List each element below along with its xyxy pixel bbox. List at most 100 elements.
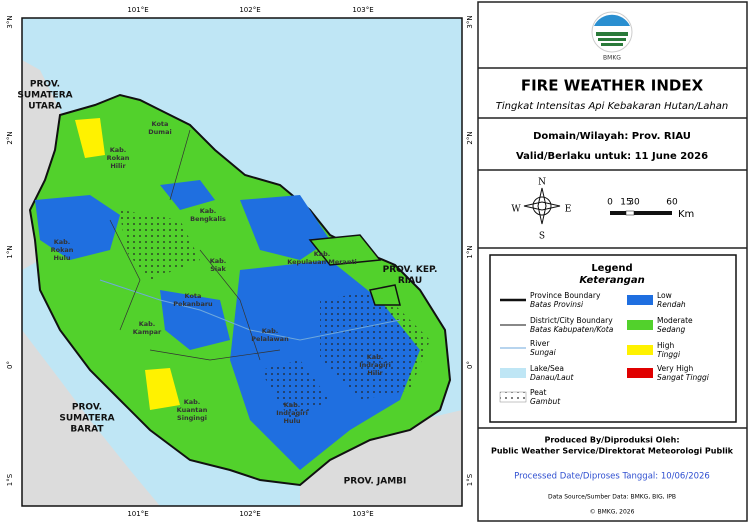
lon-label: 102°E <box>239 510 260 518</box>
district-label: Kab. <box>284 401 301 409</box>
compass-w: W <box>511 205 521 215</box>
legend-label: Moderate <box>657 316 693 325</box>
province-label: PROV. JAMBI <box>344 477 407 487</box>
scale-label: 30 <box>628 198 640 208</box>
scale-label: 0 <box>607 198 613 208</box>
lat-label: 1°S <box>6 473 14 486</box>
low-area <box>160 290 230 350</box>
province-label: PROV. <box>30 80 60 90</box>
compass-s: S <box>539 232 545 242</box>
scale-label: 15 <box>620 198 631 208</box>
symbol-lake <box>500 368 526 378</box>
district-label: Kab. <box>367 353 384 361</box>
legend-title: Legend <box>591 263 632 274</box>
legend-label: Very High <box>657 364 694 373</box>
panel-frame <box>477 1 748 522</box>
legend-swatch <box>627 320 653 330</box>
logo-text: BMKG <box>603 55 621 62</box>
district-label: Kab. <box>314 250 331 258</box>
legend-sublabel: Sangat Tinggi <box>657 373 710 382</box>
low-area <box>240 195 330 260</box>
legend-swatch <box>627 345 653 355</box>
produced-by: Produced By/Diproduksi Oleh: <box>544 436 679 445</box>
lat-label: 2°N <box>466 131 474 144</box>
info-panel: BMKG FIRE WEATHER INDEX Tingkat Intensit… <box>477 1 748 522</box>
peat-area <box>260 360 330 420</box>
legend-sublabel: Rendah <box>657 300 686 309</box>
district-label: Pelalawan <box>251 335 289 343</box>
legend-label: Province Boundary <box>530 291 601 300</box>
lon-label: 103°E <box>352 510 373 518</box>
district-label: Kab. <box>110 146 127 154</box>
district-label: Indragiri <box>359 361 391 369</box>
legend-label: District/City Boundary <box>530 316 613 325</box>
district-label: Kab. <box>200 207 217 215</box>
district-label: Bengkalis <box>190 215 226 223</box>
lon-label: 103°E <box>352 6 373 14</box>
district-label: Kota <box>152 120 169 128</box>
lat-label: 1°N <box>466 245 474 258</box>
peat-area <box>320 290 430 400</box>
province-label: UTARA <box>28 102 62 112</box>
legend-sublabel: Tinggi <box>657 350 681 359</box>
compass-n: N <box>538 178 546 188</box>
legend-swatch <box>627 295 653 305</box>
district-label: Dumai <box>148 128 171 136</box>
district-label: Rokan <box>51 246 74 254</box>
district-label: Kab. <box>54 238 71 246</box>
copyright: © BMKG, 2026 <box>590 509 635 516</box>
processed-date: Processed Date/Diproses Tanggal: 10/06/2… <box>514 472 710 482</box>
district-label: Kota <box>185 292 202 300</box>
district-label: Indragiri <box>276 409 308 417</box>
district-label: Kampar <box>133 328 162 336</box>
legend-label: High <box>657 341 674 350</box>
province-label: PROV. <box>72 403 102 413</box>
province-label: PROV. KEP. <box>383 265 438 275</box>
province-label: BARAT <box>70 425 104 435</box>
district-label: Rokan <box>107 154 130 162</box>
scale-label: 60 <box>666 198 678 208</box>
region-labels: PROV.SUMATERAUTARAKab.RokanHilirKotaDuma… <box>17 80 437 487</box>
legend-sublabel: Batas Provinsi <box>530 300 584 309</box>
legend-sublabel: Danau/Laut <box>530 373 575 382</box>
high-area <box>75 118 105 158</box>
district-label: Kab. <box>139 320 156 328</box>
graticule: 101°E 101°E 102°E 102°E 103°E 103°E 3°N 3°N 2°N 2… <box>6 6 474 518</box>
district-label: Kuantan <box>177 406 208 414</box>
scale-unit: Km <box>678 209 694 220</box>
district-label: Hulu <box>284 417 301 425</box>
legend-sublabel: Gambut <box>530 397 561 406</box>
producer: Public Weather Service/Direktorat Meteor… <box>491 447 734 456</box>
compass-e: E <box>565 205 572 215</box>
lat-label: 1°N <box>6 245 14 258</box>
legend-frame <box>489 254 737 423</box>
lat-label: 0° <box>466 361 474 369</box>
legend-swatch <box>627 368 653 378</box>
district-boundary <box>109 129 281 361</box>
high-area <box>145 368 180 410</box>
valid-date: Valid/Berlaku untuk: 11 June 2026 <box>516 151 708 162</box>
islands <box>308 234 401 306</box>
logo: BMKG <box>591 11 633 62</box>
map: 101°E 101°E 102°E 102°E 103°E 103°E 3°N 3°N 2°N 2… <box>6 6 474 518</box>
legend-sublabel: Sungai <box>530 348 557 357</box>
district-label: Hilir <box>110 162 126 170</box>
district-label: Kab. <box>184 398 201 406</box>
district-label: Pekanbaru <box>173 300 213 308</box>
province-label: SUMATERA <box>59 414 114 424</box>
lat-label: 1°S <box>466 473 474 486</box>
lat-label: 3°N <box>6 15 14 28</box>
legend-subtitle: Keterangan <box>579 275 644 286</box>
lon-label: 102°E <box>239 6 260 14</box>
domain: Domain/Wilayah: Prov. RIAU <box>533 131 691 142</box>
data-source: Data Source/Sumber Data: BMKG, BIG, IPB <box>548 494 676 501</box>
lon-label: 101°E <box>127 6 148 14</box>
district-label: Siak <box>210 265 226 273</box>
lat-label: 3°N <box>466 15 474 28</box>
lon-label: 101°E <box>127 510 148 518</box>
title: FIRE WEATHER INDEX <box>521 77 704 95</box>
land-sumbar <box>22 330 160 506</box>
